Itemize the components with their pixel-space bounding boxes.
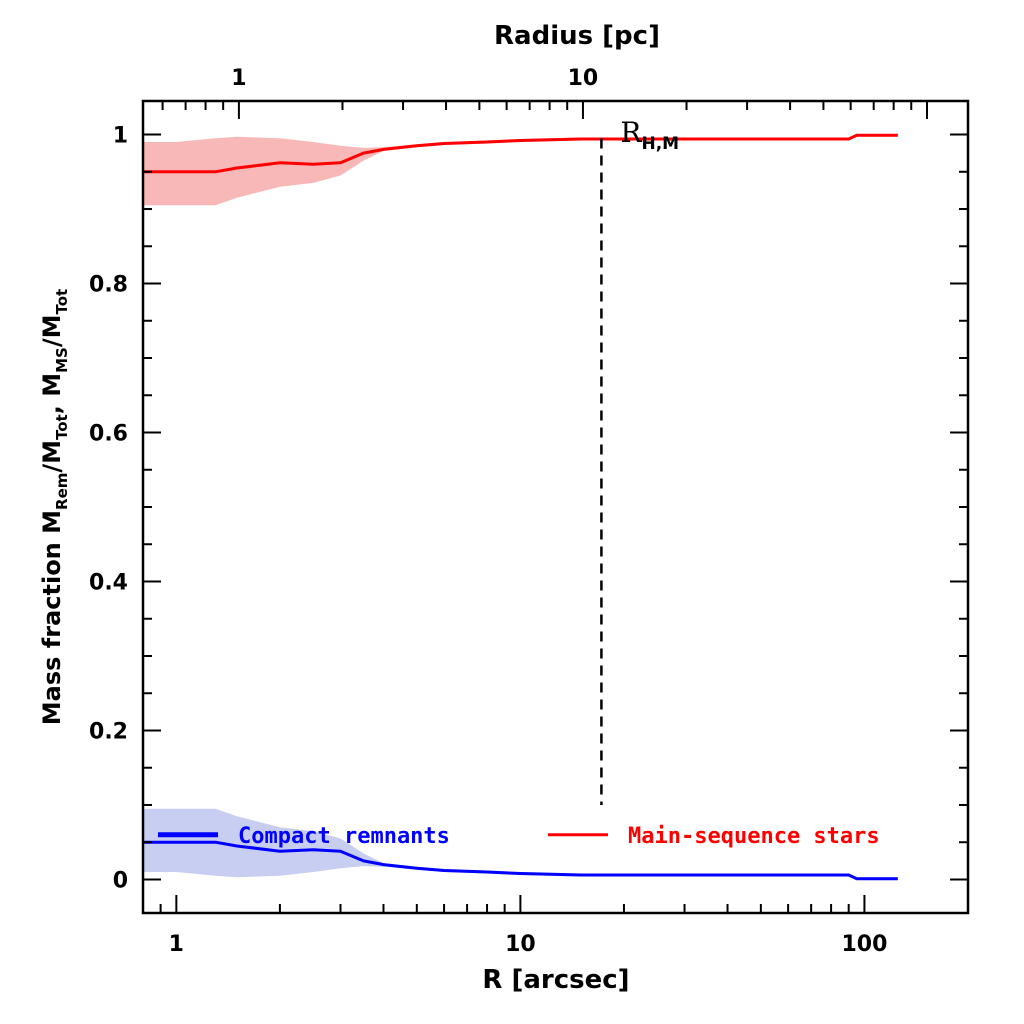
x-tick-label: 1 bbox=[169, 932, 184, 957]
y-tick-label: 1 bbox=[113, 124, 128, 149]
x-axis-title: R [arcsec] bbox=[482, 965, 629, 995]
main-sequence-stars-band bbox=[143, 134, 898, 206]
y-axis-title: Mass fraction MRem/MTot, MMS/MTot bbox=[38, 289, 71, 725]
plot-frame bbox=[141, 99, 970, 915]
compact-remnants-band bbox=[143, 808, 898, 880]
x-tick-label: 10 bbox=[505, 932, 536, 957]
y-tick-label: 0 bbox=[113, 868, 128, 893]
y-tick-labels: 0 0.2 0.4 0.6 0.8 1 bbox=[89, 124, 128, 894]
main-sequence-stars-line bbox=[143, 133, 898, 174]
x-tick-labels: 1 10 100 bbox=[169, 932, 888, 957]
top-tick-label: 1 bbox=[231, 66, 246, 91]
y-tick-label: 0.4 bbox=[89, 570, 128, 595]
top-axis-title: Radius [pc] bbox=[494, 21, 660, 51]
legend: Compact remnants Main-sequence stars bbox=[158, 824, 880, 849]
legend-item-compact-remnants: Compact remnants bbox=[158, 824, 450, 849]
compact-remnants-line bbox=[143, 840, 898, 881]
half-mass-radius-label: RH,M bbox=[620, 116, 679, 154]
y-tick-label: 0.2 bbox=[89, 719, 128, 744]
reference-line-group: RH,M bbox=[600, 116, 679, 805]
uncertainty-bands bbox=[143, 134, 898, 880]
top-tick-labels: 1 10 bbox=[231, 66, 598, 91]
legend-label: Main-sequence stars bbox=[628, 824, 880, 849]
legend-item-main-sequence-stars: Main-sequence stars bbox=[548, 824, 880, 849]
x-tick-label: 100 bbox=[841, 932, 887, 957]
y-tick-label: 0.6 bbox=[89, 422, 128, 447]
series-lines bbox=[143, 133, 898, 881]
top-tick-label: 10 bbox=[568, 66, 599, 91]
legend-label: Compact remnants bbox=[238, 824, 450, 849]
y-tick-label: 0.8 bbox=[89, 273, 128, 298]
